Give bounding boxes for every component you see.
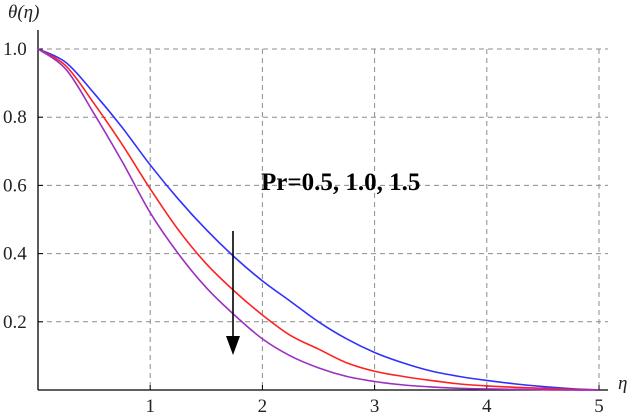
y-tick-label: 0.8	[3, 107, 27, 128]
series-line-2	[37, 48, 600, 391]
y-axis-title: θ(η)	[8, 2, 39, 23]
ticks: 1 2 3 4 5 0.2 0.4 0.6 0.8 1.0	[3, 39, 604, 417]
x-tick-label: 3	[370, 396, 380, 417]
y-tick-label: 0.4	[3, 244, 27, 265]
series-line-3	[37, 48, 600, 391]
trend-arrow	[226, 231, 240, 355]
x-tick-label: 1	[145, 396, 155, 417]
trend-arrow-head	[226, 336, 240, 355]
y-tick-label: 1.0	[3, 39, 27, 60]
series-line-1	[37, 48, 600, 391]
y-tick-label: 0.6	[3, 175, 27, 196]
x-tick-label: 5	[594, 396, 604, 417]
x-axis-title: η	[618, 373, 627, 394]
axes	[37, 30, 608, 391]
y-tick-label: 0.2	[3, 312, 27, 333]
parameter-annotation: Pr=0.5, 1.0, 1.5	[261, 169, 420, 196]
x-tick-label: 2	[258, 396, 268, 417]
series-group	[37, 48, 600, 391]
grid	[38, 48, 608, 390]
x-tick-label: 4	[482, 396, 492, 417]
